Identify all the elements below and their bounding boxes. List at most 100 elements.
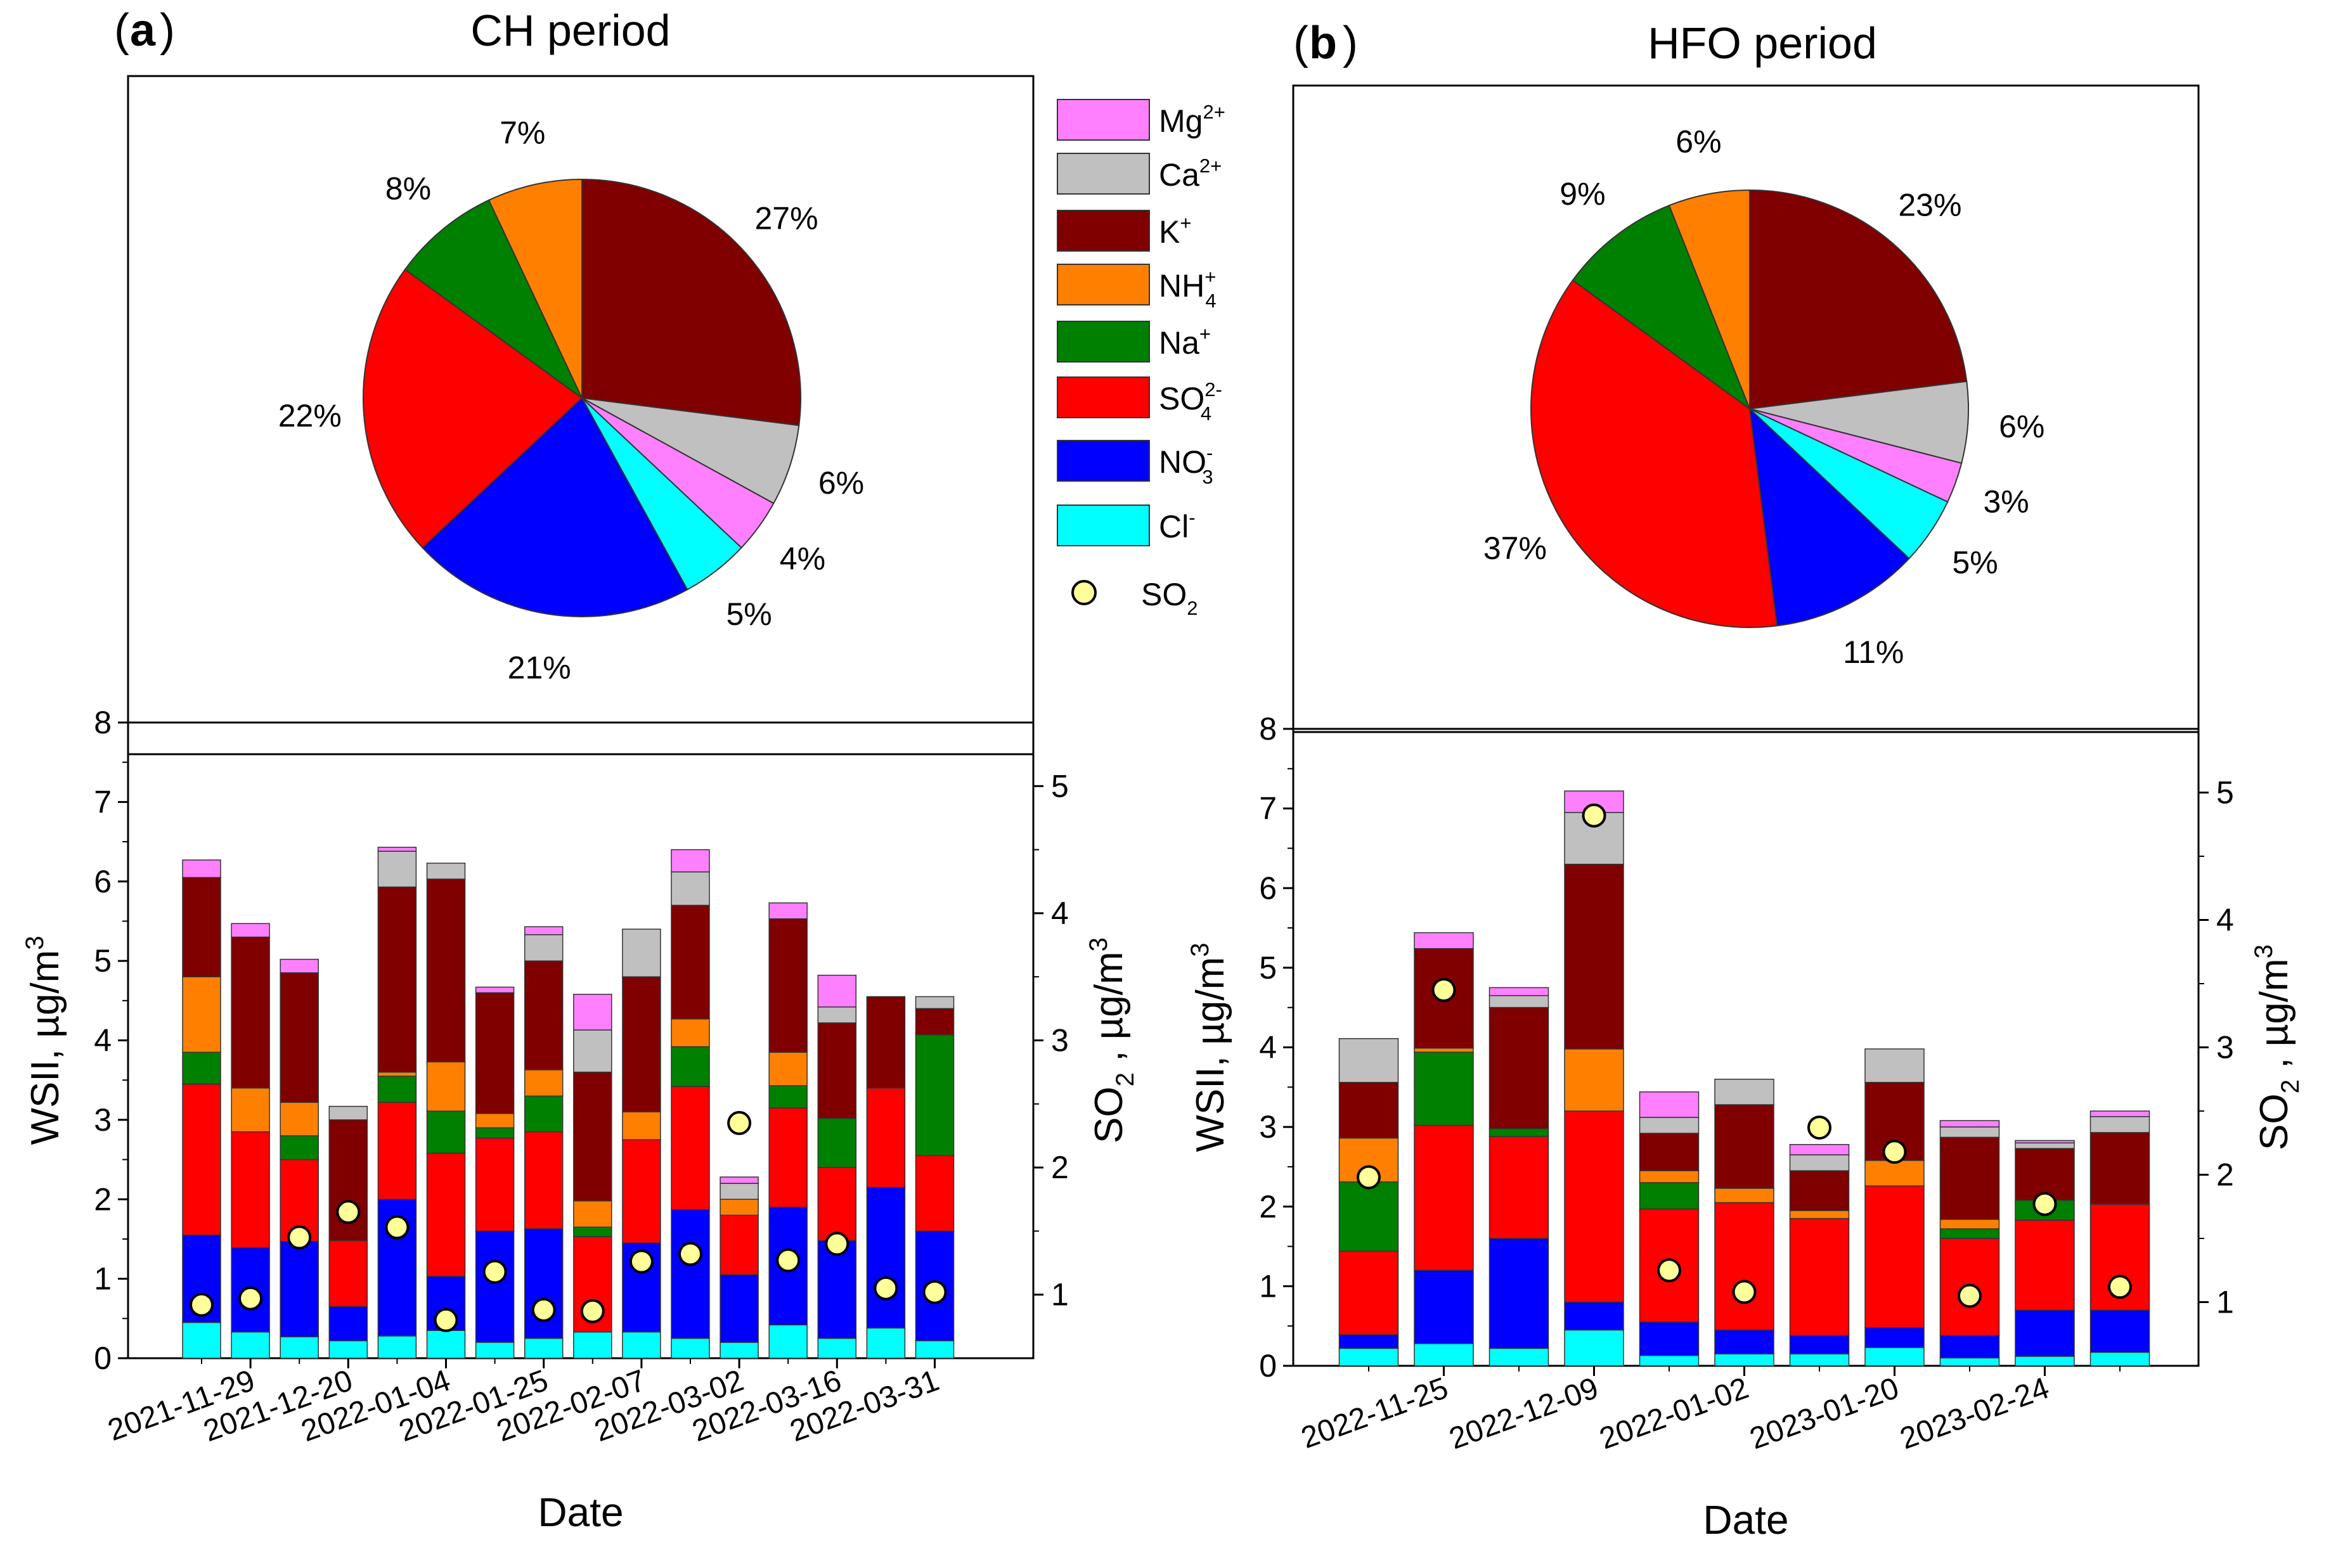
bar-segment-so4 bbox=[720, 1214, 759, 1276]
bar-segment-ca bbox=[671, 871, 710, 906]
y-axis-label-text: WSII, µg/m bbox=[23, 950, 67, 1145]
pie-slice-k bbox=[581, 178, 802, 427]
legend-label-cl-base: Cl bbox=[1159, 509, 1189, 544]
pie-slice-ca bbox=[1749, 380, 1970, 465]
bar-segment-cl bbox=[1939, 1357, 2000, 1366]
bar-segment-cl bbox=[1639, 1354, 1700, 1366]
bar-segment-no3 bbox=[1864, 1327, 1925, 1348]
bar-segment-k bbox=[1639, 1133, 1700, 1171]
bar-segment-k bbox=[622, 976, 661, 1113]
legend-label-so2: SO2 bbox=[1141, 577, 1198, 619]
y2-axis-label: SO2 , µg/m3 bbox=[1085, 937, 1139, 1143]
bar-segment-so4 bbox=[475, 1137, 515, 1232]
bar-segment-nh4 bbox=[1414, 1048, 1474, 1053]
bar-segment-k bbox=[426, 878, 466, 1063]
pie-slice-k bbox=[1749, 189, 1968, 410]
bar-segment-ca bbox=[524, 934, 564, 961]
bar-segment-no3 bbox=[817, 1240, 857, 1339]
y-tick-label: 1 bbox=[1259, 1268, 1277, 1304]
bar-segment-ca bbox=[1714, 1079, 1774, 1105]
bar-segment-so4 bbox=[1564, 1110, 1624, 1303]
bar-segment-cl bbox=[573, 1331, 612, 1359]
bar-segment-mg bbox=[280, 958, 319, 974]
y2-axis-label-rest: , µg/m bbox=[2252, 958, 2296, 1079]
y-axis-label: WSII, µg/m3 bbox=[21, 935, 67, 1145]
bar-segment-cl bbox=[1714, 1353, 1774, 1366]
y-tick-label: 2 bbox=[1259, 1189, 1277, 1224]
bar-segment-ca bbox=[2015, 1142, 2075, 1149]
pie-slice-na bbox=[404, 199, 583, 399]
bar-segment-ca bbox=[1939, 1126, 2000, 1138]
legend-swatch-ca bbox=[1057, 153, 1150, 195]
legend-label-na: Na+ bbox=[1159, 323, 1211, 361]
y-tick-label: 7 bbox=[1259, 791, 1277, 826]
so2-point bbox=[1958, 1283, 1982, 1308]
bar-segment-so4 bbox=[2015, 1219, 2075, 1311]
bar-segment-k bbox=[1564, 863, 1624, 1050]
bar-segment-cl bbox=[1789, 1353, 1850, 1366]
y-tick-label: 6 bbox=[94, 864, 112, 899]
bar-segment-cl bbox=[2089, 1351, 2150, 1366]
bar-segment-so4 bbox=[915, 1155, 955, 1232]
bar-segment-na bbox=[426, 1110, 466, 1154]
bar-segment-ca bbox=[622, 929, 661, 977]
so2-point bbox=[825, 1231, 849, 1256]
so2-point bbox=[1732, 1280, 1757, 1304]
bar-segment-k bbox=[1939, 1136, 2000, 1220]
bar-segment-k bbox=[915, 1008, 955, 1036]
pie-label-cl: 5% bbox=[1952, 545, 1998, 581]
bar-segment-mg bbox=[2015, 1140, 2075, 1144]
legend-swatch-no3 bbox=[1057, 440, 1150, 482]
legend-label-so4: SO2-4 bbox=[1159, 378, 1222, 425]
bar-segment-cl bbox=[1338, 1347, 1399, 1366]
legend-label-so4-base: SO bbox=[1159, 381, 1204, 416]
bar-segment-k bbox=[524, 960, 564, 1070]
bar-segment-no3 bbox=[2015, 1309, 2075, 1357]
pie-slice-no3 bbox=[422, 397, 688, 617]
pie-slice-ca bbox=[581, 397, 800, 504]
so2-point bbox=[336, 1200, 361, 1224]
y2-axis-label-sub: 2 bbox=[1111, 1072, 1139, 1086]
bar-segment-nh4 bbox=[1939, 1219, 2000, 1230]
bar-segment-k bbox=[1488, 1006, 1549, 1129]
bar-segment-so4 bbox=[1789, 1218, 1850, 1337]
y2-axis-label-cube: 3 bbox=[2250, 944, 2278, 958]
legend-label-k-sup: + bbox=[1180, 212, 1191, 234]
legend-label-k-base: K bbox=[1159, 214, 1180, 250]
bar-segment-ca bbox=[817, 1006, 857, 1024]
bar-segment-nh4 bbox=[231, 1087, 270, 1133]
y-tick-label: 4 bbox=[1259, 1030, 1277, 1065]
bar-segment-no3 bbox=[1338, 1334, 1399, 1349]
legend-label-ca-sup: 2+ bbox=[1199, 155, 1222, 177]
legend-swatch-na bbox=[1057, 321, 1150, 363]
so2-point bbox=[385, 1215, 410, 1240]
pie-slice-no3 bbox=[1748, 407, 1910, 627]
bar-segment-mg bbox=[475, 986, 515, 994]
bar-segment-so4 bbox=[866, 1087, 906, 1188]
y2-tick-label: 3 bbox=[1051, 1023, 1069, 1058]
so2-point bbox=[482, 1259, 507, 1284]
bar-segment-cl bbox=[720, 1342, 759, 1359]
so2-point bbox=[1431, 978, 1456, 1002]
pie-slice-so4 bbox=[1530, 279, 1778, 629]
legend-label-so2-sub: 2 bbox=[1187, 597, 1198, 619]
bar-segment-k bbox=[573, 1071, 612, 1202]
pie-label-mg: 3% bbox=[1983, 484, 2029, 520]
panel-b-label: b bbox=[1309, 18, 1337, 68]
so2-point bbox=[1807, 1115, 1831, 1140]
bar-segment-nh4 bbox=[1789, 1210, 1850, 1219]
bar-segment-cl bbox=[328, 1340, 368, 1359]
bar-segment-k bbox=[231, 936, 270, 1089]
y-tick-label: 0 bbox=[94, 1340, 112, 1376]
bar-segment-na bbox=[1488, 1128, 1549, 1137]
bar-segment-so4 bbox=[768, 1107, 808, 1208]
bar-segment-so4 bbox=[1939, 1238, 2000, 1337]
panel-b-paren-open: ( bbox=[1293, 18, 1308, 68]
bar-segment-ca bbox=[1338, 1038, 1399, 1083]
bar-segment-nh4 bbox=[377, 1071, 417, 1077]
bar-segment-na bbox=[817, 1117, 857, 1168]
bar-segment-cl bbox=[1488, 1347, 1549, 1366]
y2-axis-label-base: SO bbox=[2252, 1093, 2296, 1150]
bar-segment-na bbox=[573, 1226, 612, 1237]
y2-tick-label: 1 bbox=[2216, 1285, 2234, 1320]
